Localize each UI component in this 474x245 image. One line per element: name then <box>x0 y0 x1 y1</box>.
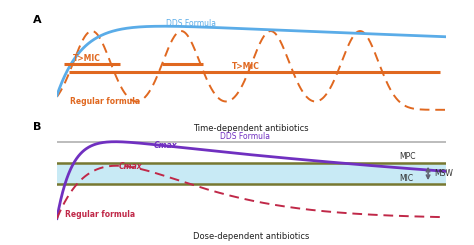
Text: MPC: MPC <box>399 152 415 161</box>
Text: Regular formula: Regular formula <box>71 97 141 106</box>
Text: MIC: MIC <box>399 174 413 183</box>
Text: B: B <box>33 122 42 133</box>
Text: Dose-dependent antibiotics: Dose-dependent antibiotics <box>193 232 310 241</box>
Text: A: A <box>33 15 42 25</box>
Text: MSW: MSW <box>434 169 453 178</box>
Text: T>MIC: T>MIC <box>232 61 260 71</box>
Text: Cmax: Cmax <box>154 141 178 150</box>
Text: Cmax: Cmax <box>119 162 143 171</box>
Text: Regular formula: Regular formula <box>64 210 135 219</box>
Bar <box>57 163 446 184</box>
Text: DDS Formula: DDS Formula <box>220 132 270 141</box>
Text: Time-dependent antibiotics: Time-dependent antibiotics <box>193 124 309 134</box>
Text: DDS Formula: DDS Formula <box>166 19 216 28</box>
Text: T>MIC: T>MIC <box>73 54 101 63</box>
